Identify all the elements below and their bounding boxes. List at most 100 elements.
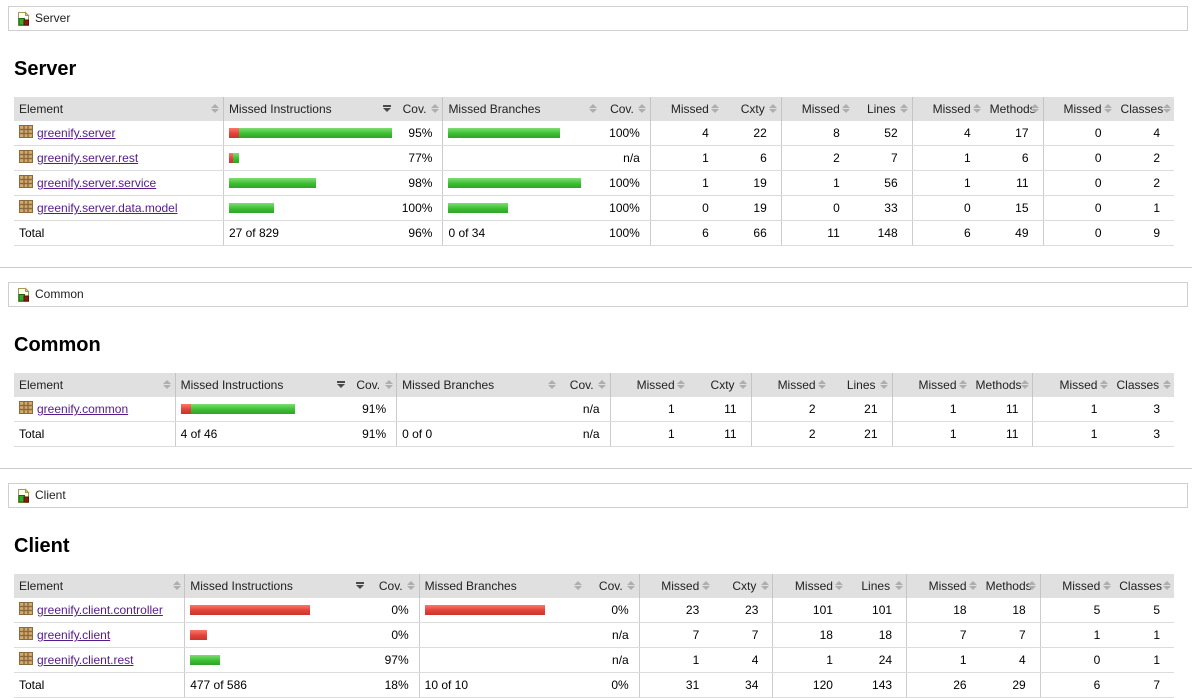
- package-link[interactable]: greenify.client: [37, 628, 111, 642]
- missed-cxty-value: 1: [649, 145, 723, 171]
- package-link[interactable]: greenify.common: [37, 402, 129, 416]
- column-header-lines[interactable]: Lines: [829, 373, 892, 397]
- branches-coverage-bar: [448, 128, 600, 138]
- instructions-bar-cell: [184, 647, 368, 673]
- column-header-missed-methods[interactable]: Missed: [911, 97, 985, 121]
- methods-value: 6: [984, 145, 1044, 171]
- branches-cov-value: n/a: [585, 647, 640, 673]
- sort-icon: [1102, 581, 1111, 590]
- package-link[interactable]: greenify.client.controller: [37, 603, 163, 617]
- sort-icon: [1162, 380, 1171, 389]
- package-link[interactable]: greenify.server.service: [37, 176, 157, 190]
- total-methods: 11: [970, 421, 1033, 447]
- missed-cxty-value: 1: [649, 170, 723, 196]
- section-divider: [0, 468, 1192, 469]
- column-header-cov-branches[interactable]: Cov.: [600, 97, 651, 121]
- package-icon: [19, 200, 33, 216]
- lines-value: 24: [846, 647, 907, 673]
- column-header-cov-branches[interactable]: Cov.: [585, 574, 640, 598]
- sort-icon: [677, 380, 686, 389]
- column-header-cov-instructions[interactable]: Cov.: [367, 574, 420, 598]
- column-header-missed-classes[interactable]: Missed: [1039, 574, 1115, 598]
- branches-coverage-bar: [448, 178, 600, 188]
- sort-icon: [574, 581, 583, 590]
- missed-lines-value: 8: [780, 121, 854, 146]
- column-header-methods[interactable]: Methods: [984, 97, 1044, 121]
- package-link[interactable]: greenify.server.data.model: [37, 201, 178, 215]
- branches-bar-cell: [442, 145, 601, 171]
- column-header-missed-branches[interactable]: Missed Branches: [418, 574, 586, 598]
- classes-value: 1: [1114, 647, 1174, 673]
- package-link[interactable]: greenify.server: [37, 126, 116, 140]
- column-header-methods[interactable]: Methods: [970, 373, 1033, 397]
- column-header-missed-cxty[interactable]: Missed: [609, 373, 689, 397]
- column-header-classes[interactable]: Classes: [1114, 574, 1174, 598]
- column-header-missed-classes[interactable]: Missed: [1042, 97, 1116, 121]
- total-lines: 143: [846, 672, 907, 698]
- missed-methods-value: 18: [906, 598, 981, 623]
- column-header-missed-lines[interactable]: Missed: [772, 574, 847, 598]
- instructions-cov-value: 0%: [367, 622, 420, 648]
- classes-value: 4: [1115, 121, 1174, 146]
- column-header-missed-lines[interactable]: Missed: [780, 97, 854, 121]
- total-missed-lines: 2: [750, 421, 830, 447]
- missed-lines-value: 2: [780, 145, 854, 171]
- table-row: greenify.server 95% 100% 4 22 8 52 4 17 …: [14, 121, 1174, 146]
- column-header-missed-instructions[interactable]: Missed Instructions: [222, 97, 395, 121]
- column-header-missed-methods[interactable]: Missed: [891, 373, 971, 397]
- lines-value: 7: [853, 145, 913, 171]
- missed-lines-value: 0: [780, 195, 854, 221]
- missed-cxty-value: 4: [649, 121, 723, 146]
- column-header-missed-lines[interactable]: Missed: [750, 373, 830, 397]
- column-header-cxty[interactable]: Cxty: [713, 574, 773, 598]
- missed-cxty-value: 1: [638, 647, 714, 673]
- column-header-cxty[interactable]: Cxty: [688, 373, 752, 397]
- column-header-missed-cxty[interactable]: Missed: [649, 97, 723, 121]
- table-header-row: Element Missed Instructions Cov. Missed …: [14, 373, 1174, 397]
- column-header-cov-branches[interactable]: Cov.: [559, 373, 611, 397]
- cxty-value: 6: [722, 145, 782, 171]
- package-link[interactable]: greenify.server.rest: [37, 151, 139, 165]
- column-header-missed-branches[interactable]: Missed Branches: [396, 373, 560, 397]
- column-header-lines[interactable]: Lines: [853, 97, 913, 121]
- column-header-cov-instructions[interactable]: Cov.: [348, 373, 397, 397]
- total-missed-lines: 11: [780, 220, 854, 246]
- total-branches: 10 of 10: [418, 672, 586, 698]
- column-header-classes[interactable]: Classes: [1111, 373, 1174, 397]
- package-icon: [19, 652, 33, 668]
- column-header-missed-instructions[interactable]: Missed Instructions: [184, 574, 368, 598]
- total-label: Total: [14, 421, 176, 447]
- column-header-element[interactable]: Element: [14, 97, 224, 121]
- column-header-lines[interactable]: Lines: [846, 574, 907, 598]
- column-header-element[interactable]: Element: [14, 574, 185, 598]
- missed-lines-value: 18: [772, 622, 847, 648]
- column-header-cov-instructions[interactable]: Cov.: [394, 97, 443, 121]
- column-header-missed-branches[interactable]: Missed Branches: [442, 97, 601, 121]
- sort-icon: [407, 581, 416, 590]
- sort-icon: [1031, 104, 1040, 113]
- column-header-element[interactable]: Element: [14, 373, 176, 397]
- column-header-missed-cxty[interactable]: Missed: [638, 574, 714, 598]
- column-header-classes[interactable]: Classes: [1115, 97, 1174, 121]
- missed-methods-value: 7: [906, 622, 981, 648]
- sort-icon: [711, 104, 720, 113]
- table-header-row: Element Missed Instructions Cov. Missed …: [14, 97, 1174, 121]
- instructions-cov-value: 100%: [394, 195, 443, 221]
- total-instructions-cov: 91%: [348, 421, 397, 447]
- table-row: greenify.server.rest 77% n/a 1 6 2 7 1 6…: [14, 145, 1174, 171]
- column-header-methods[interactable]: Methods: [980, 574, 1041, 598]
- cxty-value: 7: [713, 622, 773, 648]
- branches-cov-value: n/a: [559, 397, 611, 422]
- total-classes: 7: [1114, 672, 1174, 698]
- column-header-missed-methods[interactable]: Missed: [906, 574, 981, 598]
- missed-classes-value: 0: [1042, 195, 1116, 221]
- column-header-cxty[interactable]: Cxty: [722, 97, 782, 121]
- column-header-missed-classes[interactable]: Missed: [1032, 373, 1112, 397]
- total-cxty: 66: [722, 220, 782, 246]
- column-header-missed-instructions[interactable]: Missed Instructions: [174, 373, 349, 397]
- sort-icon: [172, 581, 181, 590]
- instructions-coverage-bar: [228, 153, 395, 163]
- package-link[interactable]: greenify.client.rest: [37, 653, 134, 667]
- instructions-cov-value: 98%: [394, 170, 443, 196]
- sort-icon: [1162, 104, 1171, 113]
